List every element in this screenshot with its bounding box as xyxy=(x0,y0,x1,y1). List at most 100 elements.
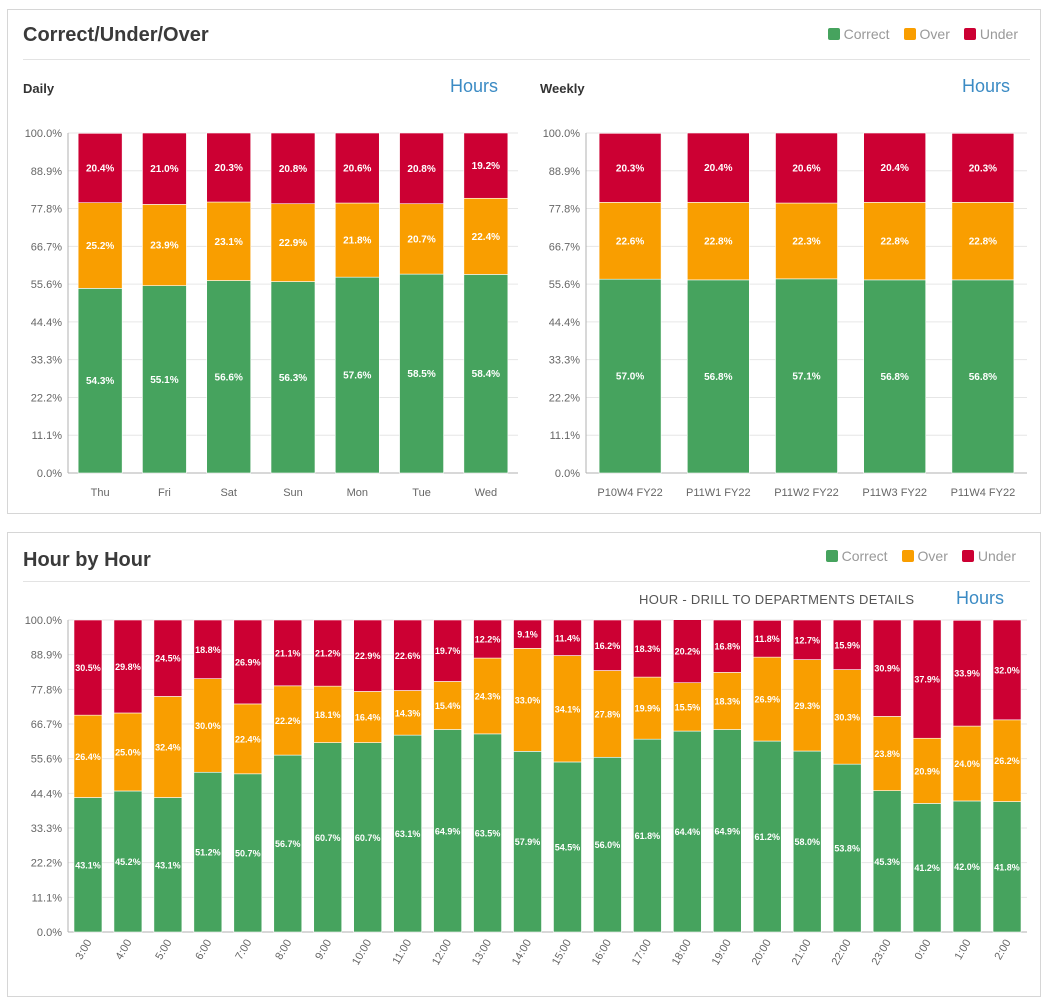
bar-segment-correct[interactable] xyxy=(872,790,902,933)
bar-segment-under[interactable] xyxy=(153,619,183,697)
bar-segment-correct[interactable] xyxy=(553,761,582,933)
bar-segment-under[interactable] xyxy=(399,132,444,205)
bar-segment-under[interactable] xyxy=(473,619,502,659)
bar-segment-over[interactable] xyxy=(912,737,942,804)
bar-segment-over[interactable] xyxy=(473,657,502,735)
bar-segment-under[interactable] xyxy=(353,619,382,692)
bar-segment-over[interactable] xyxy=(952,725,982,802)
bar-segment-under[interactable] xyxy=(142,132,187,205)
bar-segment-over[interactable] xyxy=(206,201,252,281)
bar-segment-under[interactable] xyxy=(686,132,750,203)
bar-segment-under[interactable] xyxy=(463,132,509,199)
bar-segment-under[interactable] xyxy=(553,619,582,656)
bar-segment-under[interactable] xyxy=(593,619,622,671)
bar-segment-over[interactable] xyxy=(334,202,380,278)
bar-segment-under[interactable] xyxy=(912,619,942,739)
bar-segment-over[interactable] xyxy=(992,719,1022,802)
bar-segment-under[interactable] xyxy=(313,619,343,687)
bar-segment-under[interactable] xyxy=(206,132,252,203)
bar-segment-over[interactable] xyxy=(270,203,316,282)
legend-item-over[interactable]: Over xyxy=(901,548,948,564)
bar-segment-over[interactable] xyxy=(951,202,1015,281)
bar-segment-under[interactable] xyxy=(270,132,316,205)
bar-segment-over[interactable] xyxy=(73,714,103,798)
bar-segment-over[interactable] xyxy=(353,691,382,743)
bar-segment-correct[interactable] xyxy=(334,276,380,474)
bar-segment-over[interactable] xyxy=(686,202,750,281)
bar-segment-correct[interactable] xyxy=(992,801,1022,933)
bar-segment-correct[interactable] xyxy=(912,803,942,933)
bar-segment-under[interactable] xyxy=(792,619,822,660)
bar-segment-over[interactable] xyxy=(142,204,187,286)
bar-segment-over[interactable] xyxy=(872,716,902,791)
bar-segment-correct[interactable] xyxy=(353,742,382,933)
bar-segment-over[interactable] xyxy=(393,690,422,736)
bar-segment-over[interactable] xyxy=(513,648,542,752)
bar-segment-under[interactable] xyxy=(872,619,902,717)
bar-segment-correct[interactable] xyxy=(77,288,123,474)
bar-segment-under[interactable] xyxy=(752,620,782,658)
bar-segment-under[interactable] xyxy=(273,619,303,687)
bar-segment-correct[interactable] xyxy=(273,754,303,933)
bar-segment-under[interactable] xyxy=(77,133,123,203)
bar-segment-under[interactable] xyxy=(113,619,143,714)
bar-segment-under[interactable] xyxy=(633,619,662,678)
bar-segment-over[interactable] xyxy=(77,202,123,289)
drill-link[interactable]: HOUR - DRILL TO DEPARTMENTS DETAILS xyxy=(639,592,915,607)
bar-segment-under[interactable] xyxy=(992,619,1022,721)
bar-segment-correct[interactable] xyxy=(792,750,822,933)
bar-segment-under[interactable] xyxy=(952,620,982,727)
bar-segment-over[interactable] xyxy=(598,202,662,280)
bar-segment-over[interactable] xyxy=(593,670,622,758)
bar-segment-under[interactable] xyxy=(433,619,462,682)
bar-segment-over[interactable] xyxy=(775,202,838,280)
bar-segment-over[interactable] xyxy=(113,712,143,792)
daily-unit-link[interactable]: Hours xyxy=(450,76,499,96)
bar-segment-under[interactable] xyxy=(598,133,662,203)
bar-segment-under[interactable] xyxy=(863,132,927,203)
bar-segment-under[interactable] xyxy=(673,619,702,684)
weekly-unit-link[interactable]: Hours xyxy=(962,76,1011,96)
bar-segment-over[interactable] xyxy=(233,703,263,775)
bar-segment-over[interactable] xyxy=(792,659,822,752)
bar-segment-over[interactable] xyxy=(752,656,782,742)
legend-item-correct[interactable]: Correct xyxy=(825,548,888,564)
bar-segment-correct[interactable] xyxy=(463,274,509,474)
bar-segment-correct[interactable] xyxy=(952,800,982,933)
bar-segment-over[interactable] xyxy=(273,685,303,756)
bar-segment-correct[interactable] xyxy=(433,729,462,933)
bar-segment-correct[interactable] xyxy=(206,280,252,474)
bar-segment-over[interactable] xyxy=(433,681,462,730)
bar-segment-correct[interactable] xyxy=(673,730,702,933)
legend-item-under[interactable]: Under xyxy=(963,26,1018,42)
bar-segment-under[interactable] xyxy=(513,619,542,649)
legend-item-correct[interactable]: Correct xyxy=(827,26,890,42)
bar-segment-correct[interactable] xyxy=(393,734,422,933)
bar-segment-correct[interactable] xyxy=(270,281,316,474)
bar-segment-correct[interactable] xyxy=(686,279,750,474)
bar-segment-under[interactable] xyxy=(393,619,422,691)
bar-segment-over[interactable] xyxy=(313,685,343,743)
bar-segment-correct[interactable] xyxy=(473,733,502,933)
bar-segment-over[interactable] xyxy=(633,676,662,740)
bar-segment-under[interactable] xyxy=(832,619,862,670)
bar-segment-under[interactable] xyxy=(713,619,742,673)
bar-segment-correct[interactable] xyxy=(513,751,542,933)
bar-segment-correct[interactable] xyxy=(752,740,782,933)
bar-segment-over[interactable] xyxy=(399,203,444,275)
bar-segment-under[interactable] xyxy=(775,132,838,204)
bar-segment-correct[interactable] xyxy=(233,773,263,933)
bar-segment-over[interactable] xyxy=(193,678,223,773)
bar-segment-correct[interactable] xyxy=(313,742,343,933)
bar-segment-correct[interactable] xyxy=(593,756,622,933)
bar-segment-over[interactable] xyxy=(673,682,702,732)
bar-segment-over[interactable] xyxy=(153,696,183,798)
bar-segment-under[interactable] xyxy=(334,132,380,204)
hourly-unit-link[interactable]: Hours xyxy=(956,588,1005,608)
legend-item-over[interactable]: Over xyxy=(903,26,950,42)
bar-segment-under[interactable] xyxy=(233,619,263,705)
bar-segment-under[interactable] xyxy=(951,133,1015,203)
bar-segment-correct[interactable] xyxy=(142,285,187,474)
bar-segment-correct[interactable] xyxy=(73,797,103,933)
bar-segment-correct[interactable] xyxy=(633,738,662,933)
